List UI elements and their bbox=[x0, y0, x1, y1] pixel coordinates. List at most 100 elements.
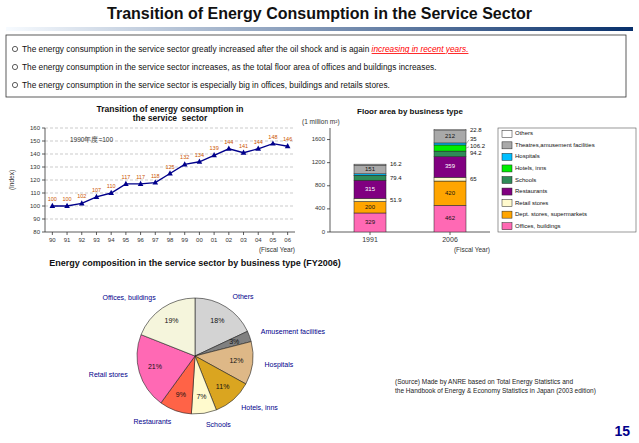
x-tick bbox=[67, 232, 68, 235]
grid-line bbox=[45, 128, 295, 129]
data-label: 148 bbox=[268, 134, 277, 140]
x-tick bbox=[228, 232, 229, 235]
bullet-line: The energy consumption in the service se… bbox=[22, 80, 390, 90]
grid-line bbox=[45, 154, 295, 155]
data-label: 118 bbox=[151, 173, 160, 179]
x-tick bbox=[272, 232, 273, 235]
annotation: 1990年度=100 bbox=[70, 136, 113, 143]
line-chart-title: Transition of energy consumption inthe s… bbox=[97, 104, 244, 123]
x-tick-label: 2006 bbox=[442, 236, 458, 243]
line-plot-area bbox=[50, 140, 291, 208]
x-tick-label: 98 bbox=[167, 237, 174, 243]
x-tick bbox=[450, 232, 451, 235]
pie-value-label: 9% bbox=[176, 391, 186, 398]
legend-label: Offices, buildings bbox=[515, 223, 561, 229]
data-label: 200 bbox=[365, 204, 376, 210]
legend-label: Others bbox=[515, 130, 533, 136]
x-tick-label: 96 bbox=[137, 237, 144, 243]
data-label: 141 bbox=[239, 143, 248, 149]
data-label: 125 bbox=[165, 164, 174, 170]
bar-plot-area bbox=[354, 129, 466, 232]
y-tick-label: 120 bbox=[30, 177, 41, 183]
x-tick-label: 05 bbox=[270, 237, 277, 243]
x-tick bbox=[81, 232, 82, 235]
pie-value-label: 3% bbox=[229, 338, 239, 345]
data-point bbox=[167, 170, 173, 175]
x-tick-label: 92 bbox=[78, 237, 85, 243]
legend-swatch bbox=[502, 142, 512, 149]
x-tick bbox=[184, 232, 185, 235]
y-tick bbox=[42, 167, 45, 168]
line-chart: Transition of energy consumption inthe s… bbox=[8, 104, 295, 254]
data-point bbox=[94, 194, 100, 199]
data-label: 151 bbox=[365, 166, 376, 172]
pie-value-label: 19% bbox=[165, 317, 179, 324]
y-axis bbox=[330, 128, 331, 232]
legend-swatch bbox=[502, 200, 512, 207]
pie-value-label: 21% bbox=[148, 363, 162, 370]
x-tick-label: 03 bbox=[240, 237, 247, 243]
bar-chart-title: Floor area by business type bbox=[357, 107, 463, 116]
x-tick bbox=[111, 232, 112, 235]
x-tick-label: 1991 bbox=[362, 236, 378, 243]
pie-labels: 18%Others3%Amusement facilities12%Hospit… bbox=[89, 293, 326, 428]
y-axis bbox=[45, 128, 46, 232]
bullet-text: The energy consumption in the service se… bbox=[22, 80, 390, 90]
data-label: 16.2 bbox=[390, 161, 402, 167]
x-tick-label: 97 bbox=[152, 237, 159, 243]
data-label: 139 bbox=[210, 145, 219, 151]
bar-segment bbox=[354, 176, 386, 181]
x-tick bbox=[199, 232, 200, 235]
legend-swatch bbox=[502, 165, 512, 172]
bar-segment bbox=[434, 177, 466, 181]
x-tick bbox=[258, 232, 259, 235]
data-label: 22.8 bbox=[470, 127, 482, 133]
data-label: 329 bbox=[365, 219, 376, 225]
pie-category-label: Restaurants bbox=[134, 418, 172, 425]
data-label: 134 bbox=[195, 152, 204, 158]
bullet-line: The energy consumption in the service se… bbox=[22, 62, 436, 72]
data-label: 35 bbox=[470, 136, 477, 142]
data-point bbox=[64, 203, 70, 208]
x-tick bbox=[370, 232, 371, 235]
y-tick-label: 150 bbox=[30, 138, 41, 144]
data-label: 144 bbox=[254, 139, 263, 145]
y-tick-label: 110 bbox=[30, 190, 40, 196]
data-line bbox=[52, 144, 287, 206]
pie-wedge bbox=[141, 298, 195, 356]
y-tick-label: 1600 bbox=[312, 136, 326, 142]
bullet-box bbox=[6, 35, 626, 97]
line-chart-title-line: the service sector bbox=[133, 113, 208, 123]
x-tick bbox=[125, 232, 126, 235]
x-tick-label: 93 bbox=[93, 237, 100, 243]
x-tick-label: 90 bbox=[49, 237, 56, 243]
data-point bbox=[50, 203, 56, 208]
legend-swatch bbox=[502, 188, 512, 195]
pie-title: Energy composition in the service sector… bbox=[49, 258, 341, 268]
y-axis-label: (Index) bbox=[8, 170, 16, 190]
data-label: 65 bbox=[470, 176, 477, 182]
y-tick bbox=[42, 154, 45, 155]
legend: OthersTheatres,amusement facilitiesHospi… bbox=[498, 128, 636, 232]
bar-segment bbox=[354, 175, 386, 176]
data-point bbox=[226, 146, 232, 151]
legend-label: Hospitals bbox=[515, 153, 540, 159]
pie-category-label: Hospitals bbox=[264, 361, 293, 369]
pie-wedges bbox=[137, 298, 253, 414]
y-tick bbox=[327, 232, 330, 233]
legend-label: Restaurants bbox=[515, 188, 547, 194]
chart-canvas: Transition of Energy Consumption in the … bbox=[0, 0, 639, 443]
legend-box bbox=[498, 128, 636, 232]
x-axis-label: (Fiscal Year) bbox=[454, 246, 490, 254]
label-leader bbox=[466, 140, 469, 144]
x-tick-label: 95 bbox=[123, 237, 130, 243]
y-tick bbox=[42, 128, 45, 129]
data-label: 144 bbox=[224, 139, 233, 145]
y-axis-label: (1 million m²) bbox=[302, 118, 340, 126]
pie-category-label: Hotels, inns bbox=[241, 404, 278, 411]
x-tick-label: 04 bbox=[255, 237, 262, 243]
grid-line bbox=[45, 219, 295, 220]
source-note: (Source) Made by ANRE based on Total Ene… bbox=[395, 378, 596, 395]
data-point bbox=[270, 140, 276, 145]
bar-labels: 32920031515151.979.416.24624203592126594… bbox=[365, 127, 486, 225]
